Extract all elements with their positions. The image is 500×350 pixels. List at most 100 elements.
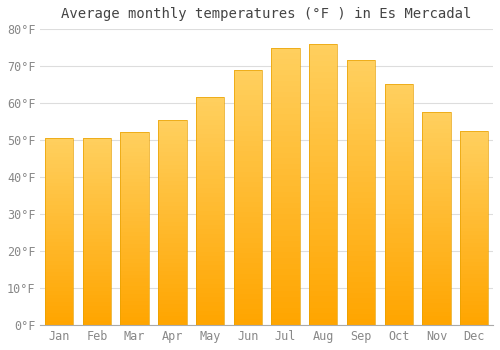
Bar bbox=[120, 171, 149, 175]
Bar bbox=[460, 255, 488, 259]
Bar bbox=[384, 190, 413, 195]
Bar bbox=[234, 299, 262, 304]
Bar bbox=[83, 201, 111, 205]
Bar bbox=[158, 218, 186, 222]
Bar bbox=[272, 181, 299, 186]
Bar bbox=[158, 120, 186, 124]
Bar bbox=[45, 224, 74, 228]
Bar bbox=[347, 129, 375, 134]
Bar bbox=[460, 150, 488, 154]
Bar bbox=[120, 248, 149, 252]
Bar bbox=[83, 306, 111, 310]
Bar bbox=[422, 239, 450, 244]
Bar bbox=[158, 128, 186, 132]
Bar bbox=[196, 116, 224, 120]
Bar bbox=[422, 176, 450, 180]
Bar bbox=[309, 55, 338, 61]
Bar bbox=[234, 294, 262, 299]
Bar bbox=[347, 61, 375, 324]
Bar bbox=[196, 288, 224, 293]
Bar bbox=[234, 243, 262, 248]
Bar bbox=[422, 244, 450, 248]
Bar bbox=[460, 131, 488, 134]
Bar bbox=[384, 305, 413, 310]
Bar bbox=[158, 230, 186, 234]
Bar bbox=[234, 207, 262, 212]
Bar bbox=[234, 116, 262, 121]
Bar bbox=[234, 274, 262, 279]
Bar bbox=[234, 151, 262, 156]
Bar bbox=[158, 308, 186, 312]
Bar bbox=[347, 182, 375, 187]
Bar bbox=[272, 186, 299, 191]
Bar bbox=[45, 243, 74, 246]
Bar bbox=[45, 287, 74, 291]
Bar bbox=[45, 194, 74, 198]
Bar bbox=[234, 161, 262, 167]
Bar bbox=[384, 195, 413, 199]
Bar bbox=[234, 121, 262, 126]
Bar bbox=[347, 161, 375, 166]
Bar bbox=[120, 317, 149, 321]
Bar bbox=[347, 76, 375, 82]
Bar bbox=[45, 257, 74, 261]
Bar bbox=[309, 44, 338, 324]
Bar bbox=[272, 147, 299, 153]
Bar bbox=[158, 255, 186, 259]
Bar bbox=[384, 161, 413, 166]
Bar bbox=[120, 132, 149, 324]
Bar bbox=[120, 321, 149, 324]
Bar bbox=[384, 104, 413, 108]
Bar bbox=[120, 198, 149, 202]
Bar bbox=[422, 117, 450, 121]
Bar bbox=[347, 230, 375, 235]
Bar bbox=[158, 267, 186, 271]
Bar bbox=[309, 77, 338, 83]
Bar bbox=[45, 183, 74, 187]
Bar bbox=[422, 252, 450, 257]
Bar bbox=[158, 292, 186, 296]
Bar bbox=[422, 142, 450, 146]
Bar bbox=[234, 167, 262, 172]
Bar bbox=[272, 197, 299, 203]
Bar bbox=[272, 208, 299, 214]
Bar bbox=[83, 168, 111, 172]
Bar bbox=[460, 243, 488, 247]
Bar bbox=[422, 308, 450, 312]
Bar bbox=[460, 251, 488, 255]
Bar bbox=[309, 235, 338, 240]
Bar bbox=[309, 106, 338, 111]
Bar bbox=[158, 214, 186, 218]
Bar bbox=[120, 271, 149, 274]
Bar bbox=[422, 248, 450, 252]
Bar bbox=[347, 66, 375, 71]
Bar bbox=[460, 134, 488, 138]
Bar bbox=[272, 247, 299, 252]
Bar bbox=[158, 320, 186, 324]
Bar bbox=[347, 298, 375, 303]
Bar bbox=[45, 216, 74, 220]
Bar bbox=[158, 210, 186, 214]
Bar bbox=[83, 287, 111, 291]
Bar bbox=[309, 229, 338, 235]
Bar bbox=[158, 164, 186, 169]
Bar bbox=[45, 172, 74, 175]
Bar bbox=[384, 262, 413, 267]
Bar bbox=[272, 58, 299, 64]
Bar bbox=[120, 236, 149, 240]
Bar bbox=[309, 313, 338, 319]
Bar bbox=[234, 182, 262, 187]
Bar bbox=[384, 142, 413, 147]
Bar bbox=[234, 70, 262, 75]
Bar bbox=[384, 118, 413, 123]
Bar bbox=[422, 112, 450, 324]
Bar bbox=[196, 197, 224, 202]
Bar bbox=[422, 227, 450, 231]
Bar bbox=[83, 190, 111, 194]
Bar bbox=[120, 155, 149, 159]
Bar bbox=[158, 120, 186, 324]
Bar bbox=[309, 240, 338, 246]
Bar bbox=[83, 261, 111, 265]
Bar bbox=[234, 233, 262, 238]
Bar bbox=[120, 252, 149, 255]
